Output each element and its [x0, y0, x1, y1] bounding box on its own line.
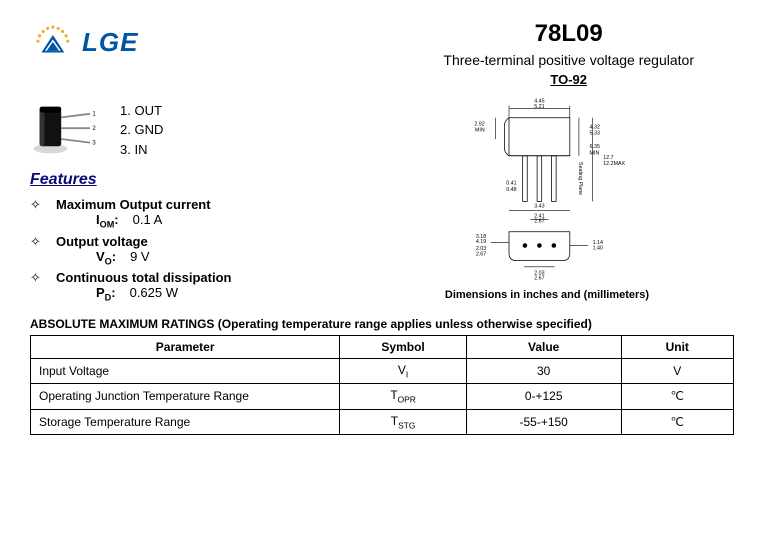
svg-text:1: 1 [92, 112, 96, 118]
svg-text:1.40: 1.40 [593, 245, 603, 251]
col-symbol: Symbol [340, 335, 467, 358]
svg-text:Seating Plane: Seating Plane [577, 162, 583, 195]
svg-text:2.67: 2.67 [476, 251, 486, 257]
svg-text:2.92: 2.92 [474, 121, 484, 127]
feature-item: ✧ Output voltage VO: 9 V [30, 234, 340, 267]
title-block: 78L09 Three-terminal positive voltage re… [443, 20, 694, 87]
cell-value: 30 [466, 358, 621, 383]
feature-title: Output voltage [56, 234, 340, 249]
dimension-caption: Dimensions in inches and (millimeters) [445, 289, 649, 301]
table-row: Storage Temperature Range TSTG -55-+150 … [31, 409, 734, 434]
ratings-heading: ABSOLUTE MAXIMUM RATINGS (Operating temp… [30, 317, 734, 331]
cell-parameter: Operating Junction Temperature Range [31, 384, 340, 409]
logo-icon [30, 20, 74, 64]
feature-symbol: VO: [96, 249, 116, 264]
col-parameter: Parameter [31, 335, 340, 358]
cell-unit: ℃ [621, 409, 734, 434]
cell-value: 0-+125 [466, 384, 621, 409]
cell-value: -55-+150 [466, 409, 621, 434]
svg-text:5.21: 5.21 [534, 104, 544, 110]
package-name: TO-92 [443, 72, 694, 87]
cell-unit: ℃ [621, 384, 734, 409]
svg-text:2: 2 [92, 126, 96, 132]
part-subtitle: Three-terminal positive voltage regulato… [443, 52, 694, 68]
pin-item: 2. GND [120, 120, 163, 140]
feature-title: Continuous total dissipation [56, 270, 340, 285]
svg-text:6.35: 6.35 [590, 144, 600, 150]
svg-text:MIN: MIN [475, 127, 485, 133]
header-row: LGE 78L09 Three-terminal positive voltag… [30, 20, 734, 87]
feature-item: ✧ Maximum Output current IOM: 0.1 A [30, 197, 340, 230]
svg-text:2.67: 2.67 [534, 219, 544, 225]
brand-name: LGE [82, 27, 138, 58]
feature-value: 0.1 A [133, 212, 163, 227]
svg-text:3: 3 [92, 140, 96, 146]
svg-text:4.19: 4.19 [476, 239, 486, 245]
svg-text:0.41: 0.41 [506, 181, 516, 187]
col-unit: Unit [621, 335, 734, 358]
svg-text:12.2MAX: 12.2MAX [603, 161, 625, 167]
svg-text:4.32: 4.32 [590, 124, 600, 130]
feature-title: Maximum Output current [56, 197, 340, 212]
table-row: Input Voltage VI 30 V [31, 358, 734, 383]
component-illustration-row: 1 2 3 1. OUT 2. GND 3. IN [30, 95, 340, 165]
features-list: ✧ Maximum Output current IOM: 0.1 A ✧ Out… [30, 197, 340, 303]
right-column: 4.45 5.21 2.92 MIN 4.32 5.33 6.35 MIN 12… [360, 95, 734, 307]
svg-text:2.67: 2.67 [534, 276, 544, 282]
col-value: Value [466, 335, 621, 358]
svg-text:5.33: 5.33 [590, 131, 600, 137]
cell-symbol: TSTG [340, 409, 467, 434]
table-row: Operating Junction Temperature Range TOP… [31, 384, 734, 409]
mid-row: 1 2 3 1. OUT 2. GND 3. IN Features ✧ Max… [30, 95, 734, 307]
cell-parameter: Input Voltage [31, 358, 340, 383]
table-header-row: Parameter Symbol Value Unit [31, 335, 734, 358]
cell-symbol: VI [340, 358, 467, 383]
features-heading: Features [30, 171, 340, 189]
pin-item: 1. OUT [120, 101, 163, 121]
diamond-bullet-icon: ✧ [30, 197, 44, 230]
feature-symbol: IOM: [96, 212, 119, 227]
cell-unit: V [621, 358, 734, 383]
feature-symbol: PD: [96, 285, 116, 300]
brand-logo: LGE [30, 20, 138, 64]
package-dimension-drawing: 4.45 5.21 2.92 MIN 4.32 5.33 6.35 MIN 12… [447, 95, 647, 285]
feature-value: 9 V [130, 249, 150, 264]
pin-list: 1. OUT 2. GND 3. IN [120, 101, 163, 160]
left-column: 1 2 3 1. OUT 2. GND 3. IN Features ✧ Max… [30, 95, 340, 307]
svg-text:0.48: 0.48 [506, 187, 516, 193]
component-icon: 1 2 3 [30, 95, 102, 165]
ratings-table: Parameter Symbol Value Unit Input Voltag… [30, 335, 734, 435]
feature-value: 0.625 W [130, 285, 178, 300]
diamond-bullet-icon: ✧ [30, 234, 44, 267]
pin-item: 3. IN [120, 140, 163, 160]
svg-text:3.43: 3.43 [534, 203, 544, 209]
cell-parameter: Storage Temperature Range [31, 409, 340, 434]
feature-item: ✧ Continuous total dissipation PD: 0.625 … [30, 270, 340, 303]
part-number: 78L09 [443, 20, 694, 48]
diamond-bullet-icon: ✧ [30, 270, 44, 303]
cell-symbol: TOPR [340, 384, 467, 409]
svg-text:MIN: MIN [590, 150, 600, 156]
svg-text:12.7: 12.7 [603, 155, 613, 161]
